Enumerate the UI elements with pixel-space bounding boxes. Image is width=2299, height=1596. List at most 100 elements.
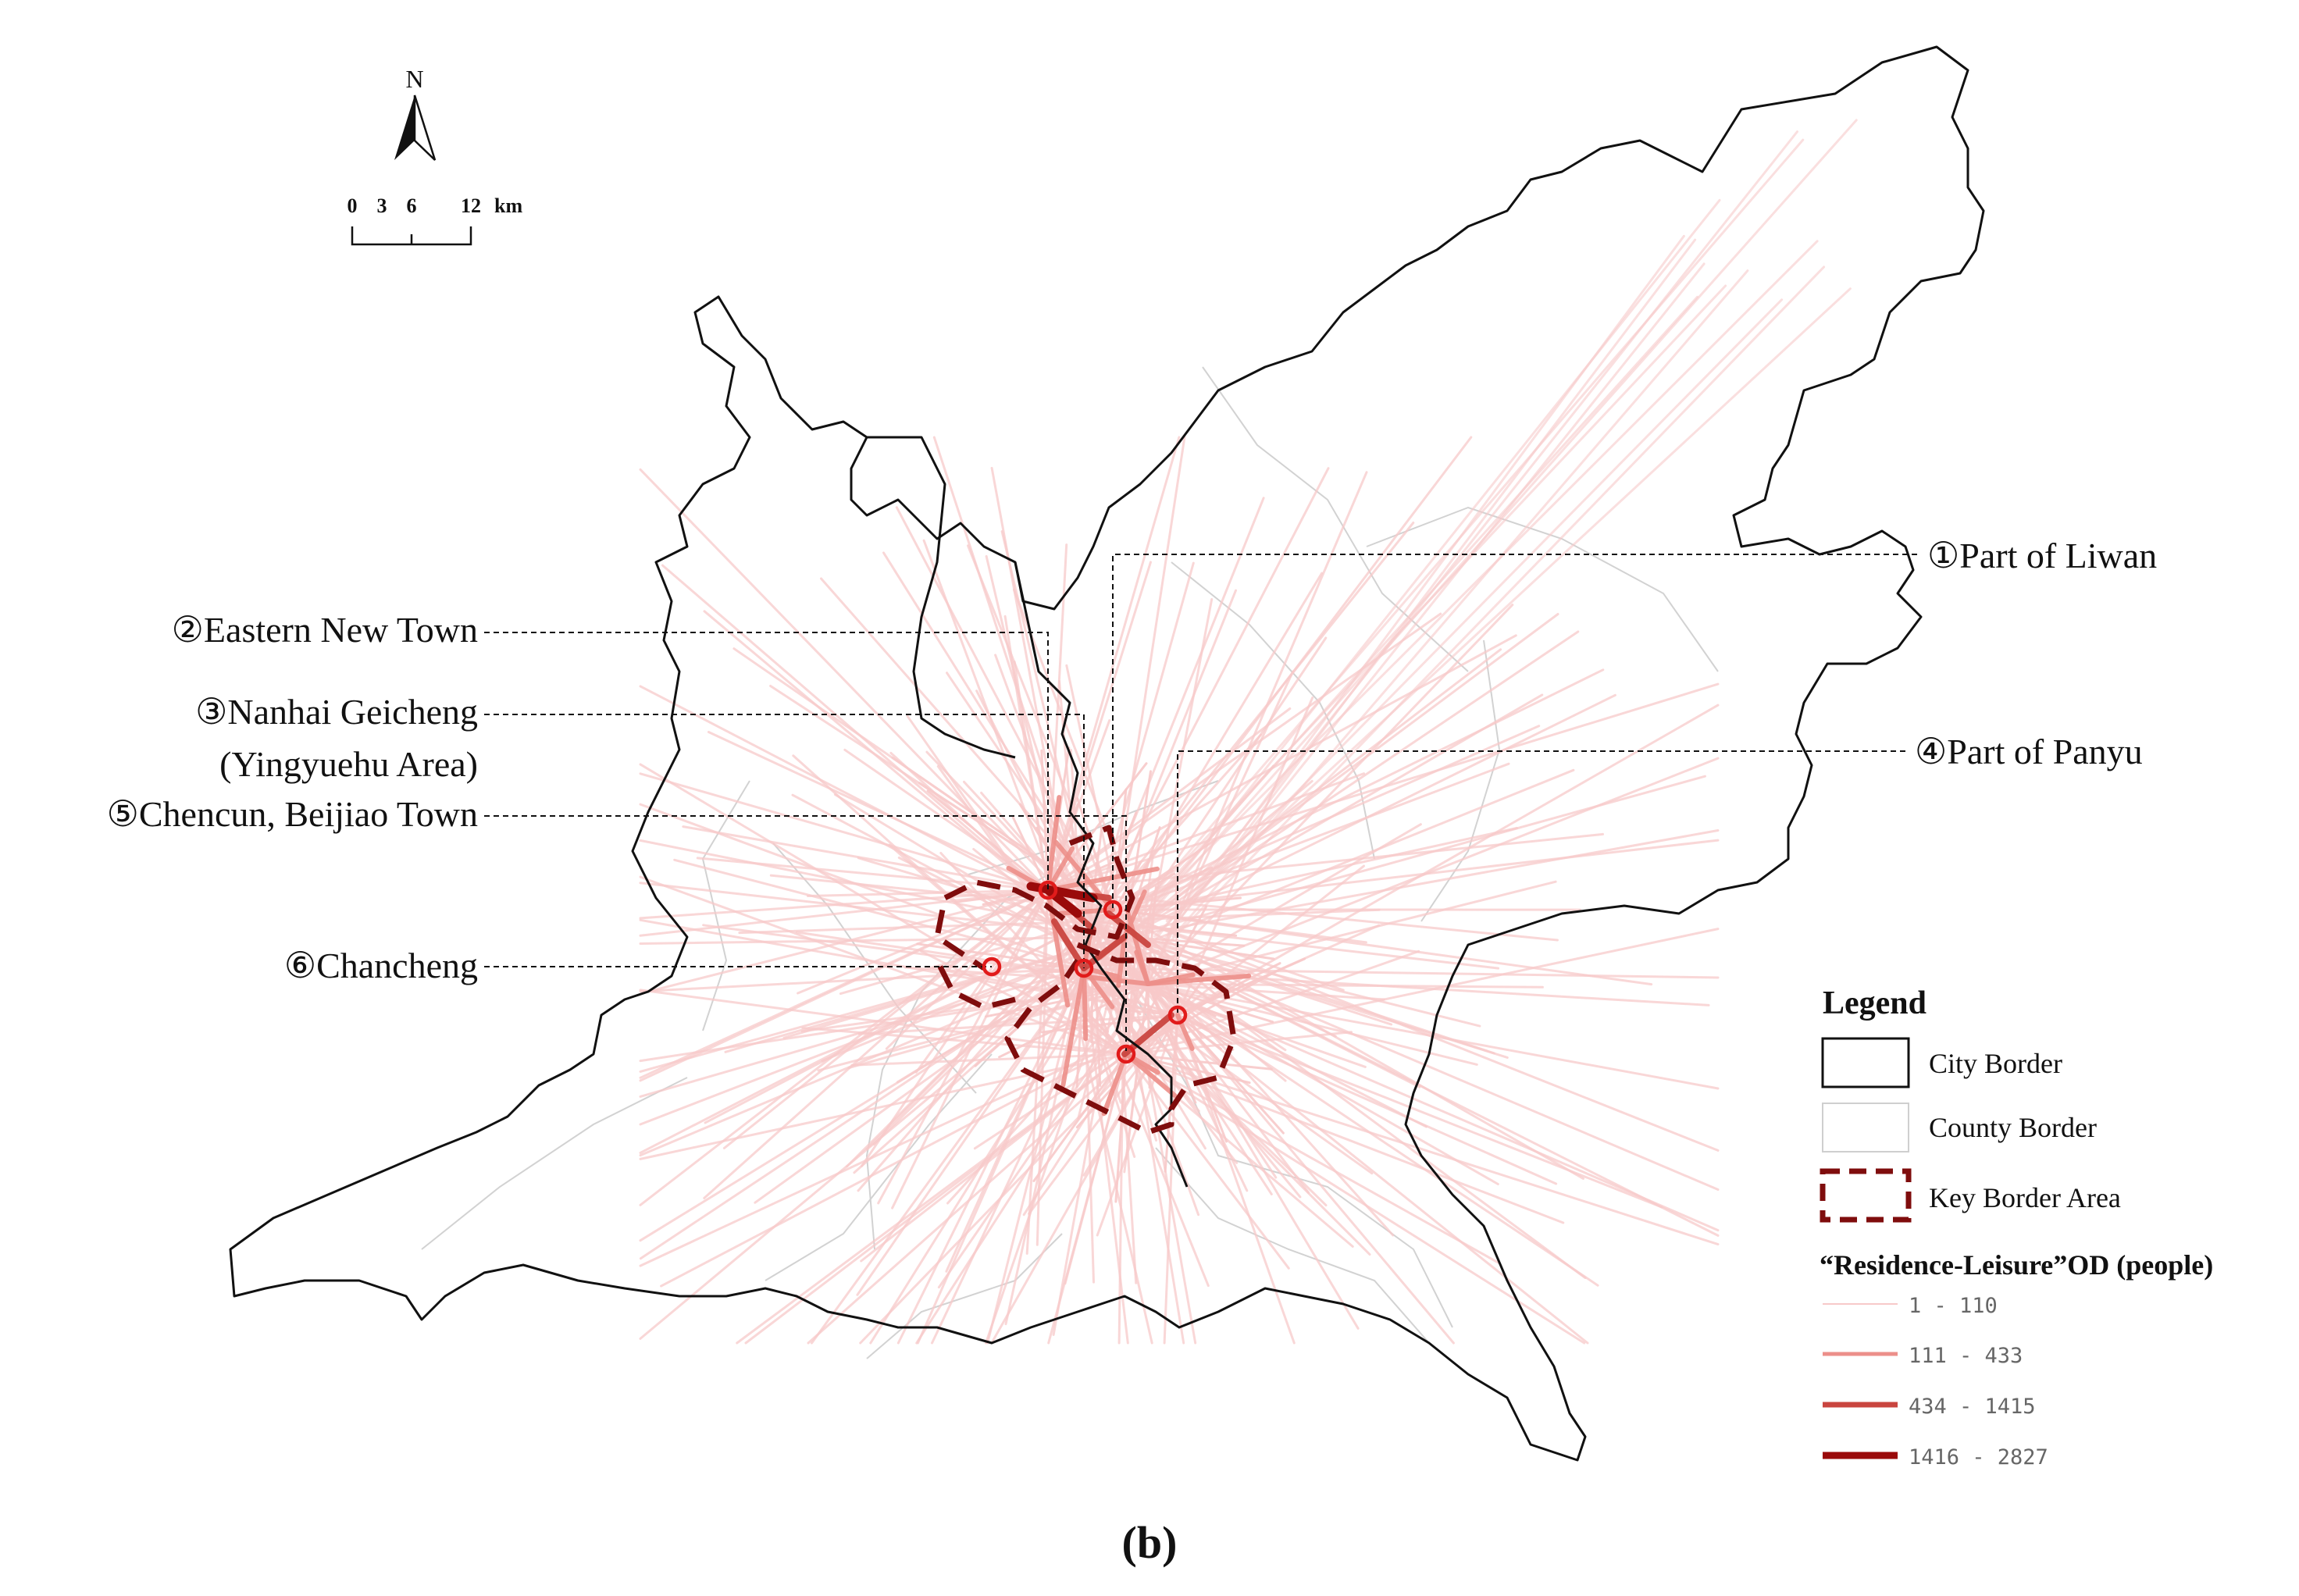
- od-flow-line: [1123, 935, 1275, 960]
- north-arrow-left-half: [394, 95, 415, 160]
- legend-od-label: 434 - 1415: [1909, 1395, 2036, 1419]
- od-flow-line: [1125, 972, 1274, 1056]
- scale-tick-label: 3: [377, 194, 387, 217]
- od-flow-line: [639, 889, 1050, 1082]
- county-border: [1155, 1147, 1430, 1344]
- od-flow-line: [1111, 908, 1720, 1152]
- marker-eastern-new-town[interactable]: [1038, 880, 1058, 900]
- od-flow-line: [1176, 704, 1720, 1017]
- od-flow-line: [1146, 982, 1720, 1232]
- od-flow-line: [1046, 866, 1160, 892]
- od-flow-line: [673, 858, 1150, 985]
- legend-od-label: 111 - 433: [1909, 1344, 2023, 1368]
- legend-label-city-border: City Border: [1929, 1048, 2062, 1079]
- callout-label-6: ⑥Chancheng: [284, 946, 478, 985]
- legend-od-title: “Residence-Leisure”OD (people): [1820, 1249, 2213, 1281]
- od-flow-line: [682, 825, 1050, 892]
- county-border: [421, 1077, 688, 1250]
- od-flow-line: [639, 839, 1126, 939]
- od-flow-line: [1046, 795, 1062, 892]
- marker-chancheng[interactable]: [982, 957, 1002, 977]
- leader-1: [1112, 554, 1917, 910]
- od-flow-line: [1146, 471, 1368, 985]
- north-arrow: N: [394, 65, 437, 161]
- od-flow-line: [1104, 1007, 1179, 1017]
- marker-chencun-beijiao[interactable]: [1116, 1044, 1136, 1064]
- od-flow-line: [1123, 829, 1720, 939]
- od-flow-line: [736, 1053, 1128, 1345]
- legend: Legend City Border County Border Key Bor…: [1820, 985, 2213, 1470]
- od-flow-line: [1146, 604, 1514, 985]
- od-flow-line: [1046, 707, 1292, 892]
- od-flow-line: [1153, 298, 1784, 938]
- od-flow-line: [1003, 615, 1050, 892]
- figure-caption: (b): [1122, 1517, 1178, 1568]
- od-flow-line: [639, 803, 1085, 970]
- marker-part-of-liwan[interactable]: [1103, 900, 1123, 920]
- od-flow-line: [1040, 1014, 1179, 1034]
- od-flow-line: [1146, 823, 1422, 985]
- od-flow-line: [986, 920, 1095, 1345]
- od-flow-lines: [639, 119, 1858, 1345]
- od-flow-line: [1123, 613, 1559, 939]
- legend-title: Legend: [1823, 985, 1927, 1021]
- od-flow-line: [639, 1014, 1179, 1267]
- od-flow-line: [639, 908, 1114, 1154]
- od-flow-line: [1046, 634, 1517, 892]
- od-flow-line: [1082, 966, 1120, 979]
- od-flow-line: [738, 920, 1095, 935]
- od-flow-line: [639, 685, 1095, 923]
- marker-nanhai-geicheng[interactable]: [1074, 958, 1094, 978]
- od-flow-line: [1092, 733, 1262, 923]
- od-flow-line: [639, 982, 1150, 1063]
- legend-od-label: 1416 - 2827: [1909, 1445, 2048, 1470]
- od-flow-line: [1035, 889, 1050, 1246]
- callout-label-1: ①Part of Liwan: [1927, 536, 2157, 575]
- od-flow-line: [1176, 1014, 1233, 1045]
- od-flow-line: [1092, 920, 1160, 977]
- od-flow-line: [1171, 269, 1749, 938]
- od-flow-line: [639, 935, 1126, 945]
- od-flow-line: [1046, 889, 1287, 1052]
- county-border: [772, 843, 977, 1094]
- leader-5: [484, 815, 1127, 1054]
- od-flow-line: [639, 875, 1128, 1056]
- callout-label-5: ⑤Chencun, Beijiao Town: [107, 794, 478, 834]
- legend-swatch-county-border: [1822, 1103, 1909, 1152]
- od-flow-line: [985, 554, 1085, 970]
- leader-3: [484, 714, 1085, 968]
- od-flow-line: [916, 942, 1085, 970]
- scale-bar: 0 3 6 12 km: [348, 194, 522, 246]
- marker-part-of-panyu[interactable]: [1167, 1005, 1188, 1025]
- od-flow-line: [703, 889, 1050, 1199]
- key-border-area-south: [1004, 942, 1237, 1135]
- scale-tick-label: 6: [407, 194, 417, 217]
- od-flow-line: [811, 967, 1085, 1345]
- od-flow-line: [1176, 1014, 1226, 1068]
- od-flow-line: [1075, 1014, 1179, 1129]
- od-flow-line: [1146, 982, 1197, 1104]
- callout-label-2: ②Eastern New Town: [172, 610, 478, 650]
- od-flow-line: [1146, 982, 1499, 1185]
- leader-2: [484, 632, 1049, 890]
- od-flow-line: [926, 789, 1050, 892]
- county-border: [866, 1233, 1063, 1359]
- callout-labels: ①Part of Liwan ②Eastern New Town ③Nanhai…: [107, 536, 2158, 985]
- legend-label-key-border-area: Key Border Area: [1929, 1182, 2121, 1213]
- legend-swatch-city-border: [1821, 1037, 1910, 1088]
- od-flow-line: [1146, 973, 1252, 986]
- od-flow-line: [1176, 696, 1314, 1017]
- od-flow-line: [1161, 238, 1697, 943]
- od-flow-line: [1172, 262, 1706, 928]
- od-flow-line: [967, 544, 1114, 911]
- od-flow-line: [1076, 796, 1114, 911]
- od-flow-line: [1101, 1052, 1128, 1117]
- od-flow-line: [1125, 893, 1154, 1056]
- od-flow-line: [1125, 947, 1138, 1056]
- od-flow-line: [1176, 1014, 1296, 1345]
- od-flow-line: [1176, 1014, 1663, 1209]
- callout-label-3: ③Nanhai Geicheng: [195, 692, 478, 732]
- od-flow-line: [1040, 749, 1050, 892]
- od-flow-line: [1125, 1053, 1251, 1085]
- od-flow-line: [639, 967, 1085, 993]
